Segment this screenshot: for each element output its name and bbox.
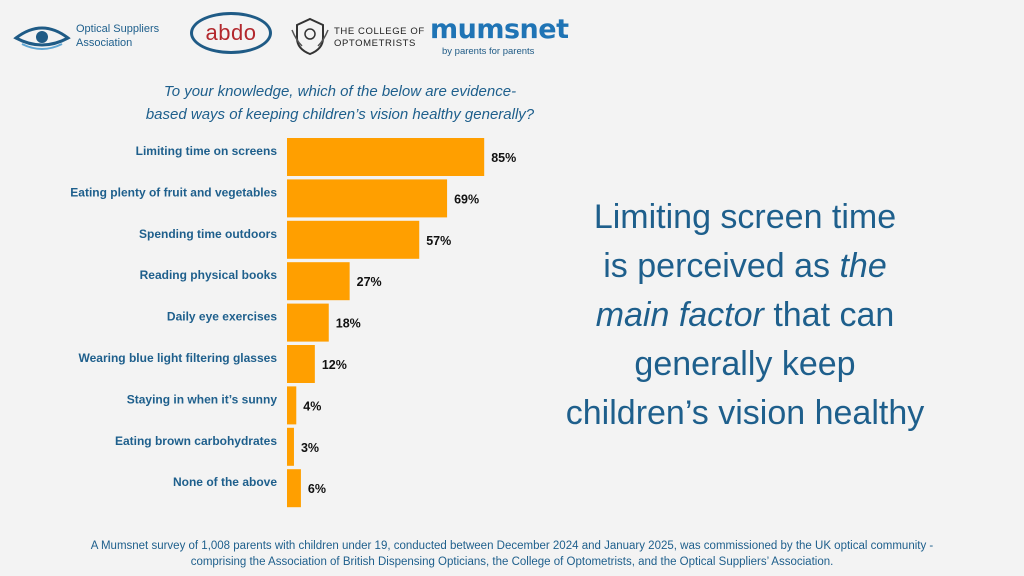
category-label-staying-in-when-it-s-sunny: Staying in when it’s sunny: [127, 392, 278, 406]
bar-spending-time-outdoors: [287, 220, 420, 259]
bar-eating-plenty-of-fruit-and-vegetables: [287, 179, 448, 218]
category-label-spending-time-outdoors: Spending time outdoors: [139, 227, 277, 241]
value-label-staying-in-when-it-s-sunny: 4%: [303, 399, 321, 413]
category-label-daily-eye-exercises: Daily eye exercises: [167, 310, 277, 324]
crest-icon: [291, 17, 329, 56]
value-label-spending-time-outdoors: 57%: [426, 234, 451, 248]
bar-wearing-blue-light-filtering-glasses: [287, 345, 315, 383]
value-label-eating-plenty-of-fruit-and-vegetables: 69%: [454, 192, 479, 206]
survey-footnote: A Mumsnet survey of 1,008 parents with c…: [90, 540, 934, 568]
mumsnet-logo: mumsnet by parents for parents: [430, 14, 569, 57]
value-label-wearing-blue-light-filtering-glasses: 12%: [322, 358, 347, 372]
osa-wordmark: Optical Suppliers Association: [76, 23, 160, 49]
bar-chart: Limiting time on screens 85% Eating plenty…: [70, 138, 516, 508]
category-label-reading-physical-books: Reading physical books: [140, 268, 278, 282]
logo-bar: Optical Suppliers Association abdo THE C…: [0, 8, 569, 64]
bar-eating-brown-carbohydrates: [287, 427, 294, 466]
value-label-none-of-the-above: 6%: [308, 482, 326, 496]
value-label-reading-physical-books: 27%: [357, 275, 382, 289]
abdo-logo: abdo: [190, 8, 278, 64]
category-label-limiting-time-on-screens: Limiting time on screens: [136, 144, 278, 158]
bar-reading-physical-books: [287, 262, 350, 301]
college-of-optometrists-logo: THE COLLEGE OF OPTOMETRISTS: [290, 8, 430, 64]
category-label-none-of-the-above: None of the above: [173, 475, 277, 489]
headline: Limiting screen time is perceived as the…: [565, 198, 925, 432]
bar-limiting-time-on-screens: [287, 138, 485, 176]
bar-daily-eye-exercises: [287, 303, 329, 342]
coo-wordmark: THE COLLEGE OF OPTOMETRISTS: [334, 26, 425, 49]
value-label-daily-eye-exercises: 18%: [336, 317, 361, 331]
category-label-eating-brown-carbohydrates: Eating brown carbohydrates: [115, 434, 277, 448]
value-label-eating-brown-carbohydrates: 3%: [301, 441, 319, 455]
survey-question: To your knowledge, which of the below ar…: [145, 83, 535, 123]
category-label-eating-plenty-of-fruit-and-vegetables: Eating plenty of fruit and vegetables: [70, 185, 277, 199]
bar-staying-in-when-it-s-sunny: [287, 386, 297, 425]
value-label-limiting-time-on-screens: 85%: [491, 151, 516, 165]
optical-suppliers-association-logo: Optical Suppliers Association: [12, 8, 192, 64]
bar-none-of-the-above: [287, 469, 301, 508]
category-label-wearing-blue-light-filtering-glasses: Wearing blue light filtering glasses: [79, 351, 278, 365]
eye-icon: [13, 26, 71, 50]
